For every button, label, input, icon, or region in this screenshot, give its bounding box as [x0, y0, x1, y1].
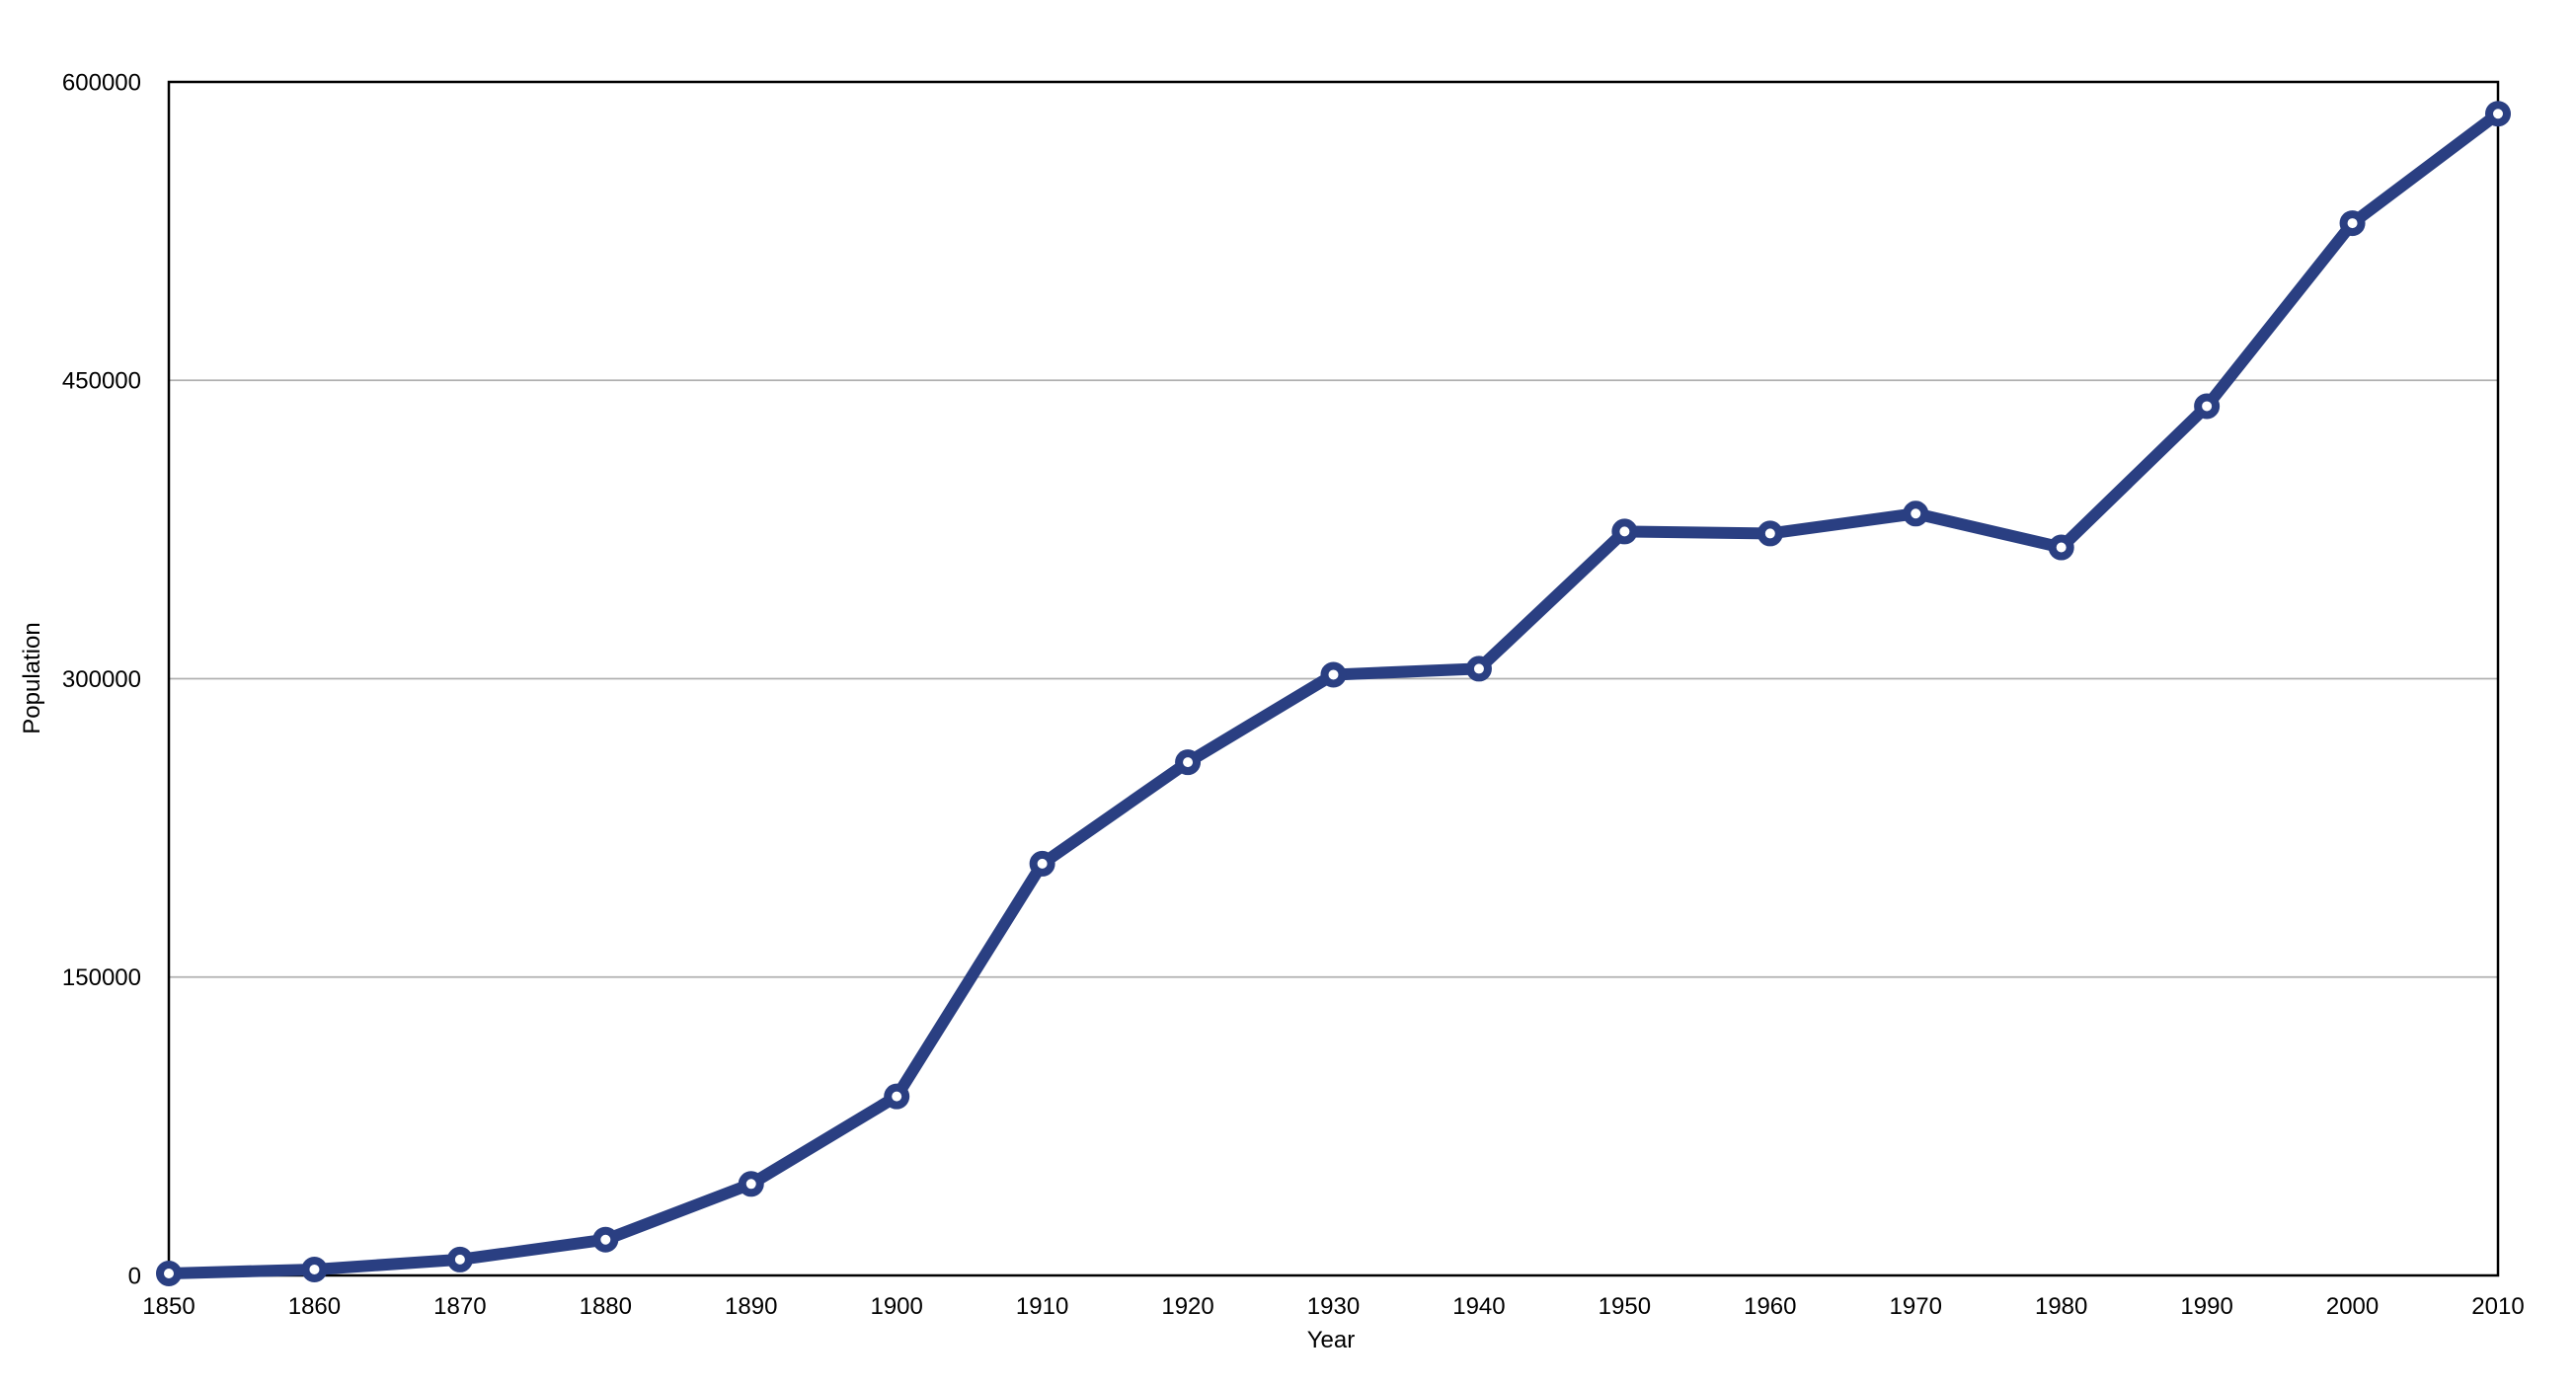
data-point-marker	[1756, 520, 1783, 547]
y-tick-label: 150000	[62, 964, 141, 991]
data-point-marker	[1903, 501, 1929, 527]
x-tick-label: 1990	[2180, 1293, 2232, 1320]
data-point-marker	[2048, 534, 2074, 561]
data-point-marker	[884, 1083, 910, 1110]
y-tick-label: 0	[128, 1263, 141, 1289]
data-point-marker	[301, 1256, 328, 1282]
x-tick-label: 1880	[580, 1293, 632, 1320]
y-tick-label: 450000	[62, 368, 141, 395]
x-tick-label: 1960	[1744, 1293, 1796, 1320]
y-axis-title: Population	[19, 622, 45, 733]
x-tick-label: 2010	[2471, 1293, 2524, 1320]
data-point-marker	[1029, 850, 1055, 877]
x-tick-label: 1850	[142, 1293, 195, 1320]
x-tick-label: 1900	[870, 1293, 922, 1320]
series-group	[156, 101, 2511, 1286]
x-tick-label: 1980	[2035, 1293, 2087, 1320]
data-point-marker	[2339, 210, 2366, 237]
x-tick-label: 2000	[2326, 1293, 2379, 1320]
x-tick-label: 1860	[288, 1293, 341, 1320]
x-tick-label: 1940	[1452, 1293, 1505, 1320]
x-tick-label: 1910	[1016, 1293, 1068, 1320]
data-point-marker	[592, 1226, 619, 1253]
data-point-marker	[1175, 749, 1202, 776]
x-tick-label: 1970	[1890, 1293, 1942, 1320]
x-axis-title: Year	[1307, 1327, 1356, 1353]
x-tick-label: 1950	[1599, 1293, 1651, 1320]
data-point-marker	[1320, 661, 1347, 688]
data-point-marker	[1465, 655, 1492, 682]
data-point-marker	[1611, 518, 1638, 545]
x-tick-label: 1870	[433, 1293, 486, 1320]
x-axis-tick-labels: 1850 1860 1870 1880 1890 1900 1910 1920 1930 1940…	[142, 1293, 2524, 1320]
population-series-line	[163, 108, 2504, 1279]
data-point-marker	[446, 1246, 473, 1272]
y-tick-label: 600000	[62, 69, 141, 96]
data-point-marker	[156, 1260, 182, 1286]
data-point-marker	[2194, 393, 2221, 420]
data-point-marker	[2485, 101, 2511, 127]
x-tick-label: 1890	[725, 1293, 777, 1320]
x-tick-label: 1920	[1161, 1293, 1213, 1320]
plot-border	[167, 80, 2500, 1277]
data-point-marker	[738, 1171, 764, 1197]
y-tick-label: 300000	[62, 666, 141, 693]
y-axis-tick-labels: 0 150000 300000 450000 600000	[62, 69, 141, 1289]
x-tick-label: 1930	[1307, 1293, 1360, 1320]
